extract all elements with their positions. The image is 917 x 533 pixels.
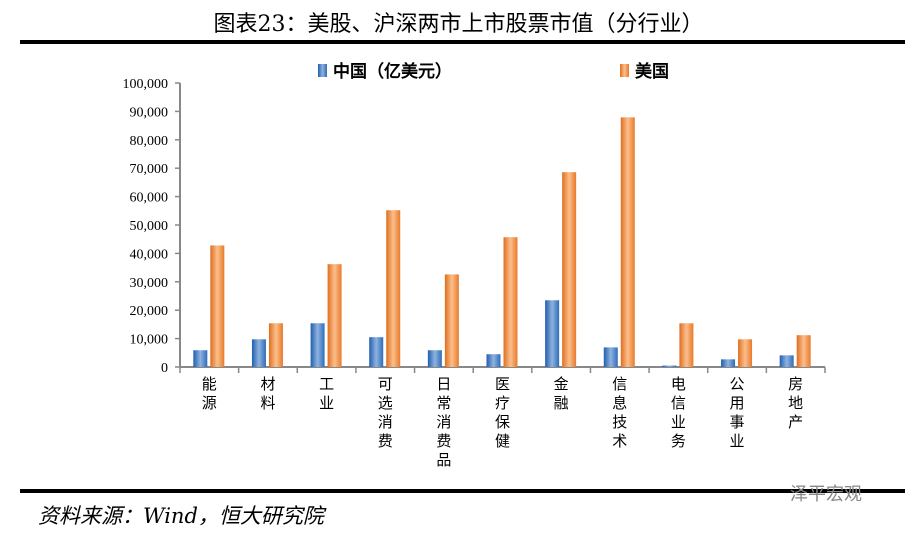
bar-us — [738, 339, 753, 367]
y-tick-label: 30,000 — [130, 276, 169, 291]
watermark: 泽平宏观 — [790, 484, 862, 505]
bar-china — [486, 354, 501, 367]
x-tick-label: 材料 — [260, 375, 275, 412]
x-tick-label: 电信业务 — [671, 375, 686, 450]
bar-china — [310, 323, 325, 367]
y-tick-label: 40,000 — [130, 247, 169, 262]
bar-us — [503, 237, 518, 367]
bar-china — [193, 350, 208, 367]
bar-us — [444, 274, 459, 367]
x-tick-label: 医疗保健 — [495, 375, 510, 450]
y-tick-label: 80,000 — [130, 134, 169, 149]
x-tick-label: 公用事业 — [730, 375, 745, 450]
legend-swatch — [318, 64, 327, 77]
y-tick-label: 100,000 — [123, 77, 169, 92]
x-tick-label: 金融 — [554, 375, 569, 412]
y-tick-label: 60,000 — [130, 191, 169, 206]
bar-china — [251, 339, 266, 367]
bar-china — [779, 355, 794, 367]
source-note: 资料来源：Wind，恒大研究院 — [38, 504, 324, 528]
y-tick-label: 20,000 — [130, 304, 169, 319]
bar-us — [620, 117, 635, 367]
legend-swatch — [620, 64, 629, 77]
legend-label: 美国 — [635, 61, 669, 82]
bottom-rule — [20, 489, 905, 493]
y-tick-label: 50,000 — [130, 219, 169, 234]
x-tick-label: 日常消费品 — [436, 375, 451, 469]
top-rule — [20, 40, 905, 44]
figure-title: 图表23：美股、沪深两市上市股票市值（分行业） — [213, 12, 704, 37]
x-tick-label: 可选消费 — [378, 375, 393, 450]
bar-china — [427, 350, 442, 367]
bar-us — [327, 264, 342, 367]
bar-us — [796, 335, 811, 367]
y-tick-label: 10,000 — [130, 333, 169, 348]
bar-us — [386, 210, 401, 367]
bar-china — [662, 365, 677, 367]
x-tick-label: 房地产 — [788, 375, 803, 431]
y-tick-label: 0 — [161, 361, 168, 376]
bar-us — [268, 323, 283, 367]
bar-china — [369, 337, 384, 367]
y-tick-label: 70,000 — [130, 162, 169, 177]
x-tick-label: 工业 — [319, 375, 334, 412]
bar-china — [603, 347, 618, 367]
bar-china — [545, 300, 560, 367]
x-tick-label: 信息技术 — [612, 375, 627, 450]
bar-us — [210, 245, 225, 367]
legend-label: 中国（亿美元） — [333, 61, 452, 82]
bar-us — [562, 172, 577, 367]
bar-us — [679, 323, 694, 367]
bar-china — [721, 359, 736, 367]
y-tick-label: 90,000 — [130, 105, 169, 120]
x-tick-label: 能源 — [202, 375, 217, 412]
